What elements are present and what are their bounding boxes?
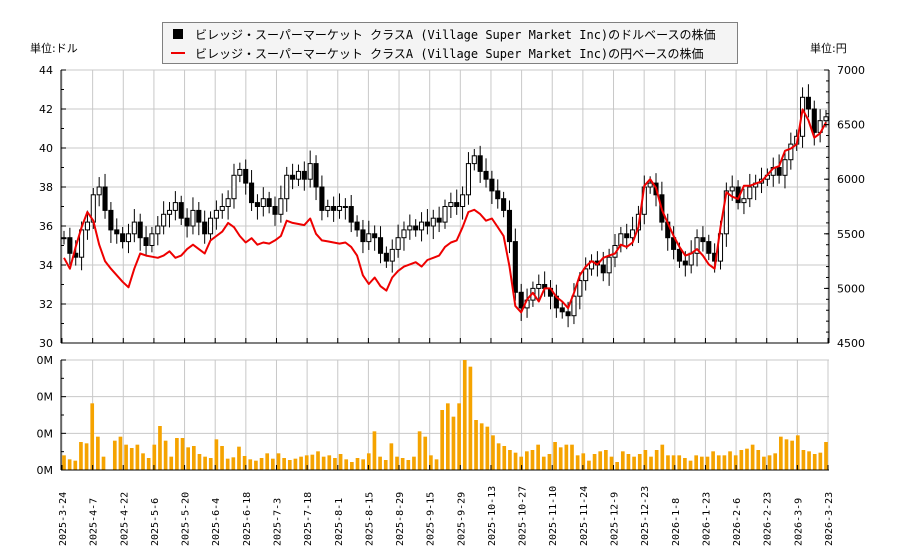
volume-axis-tick: 0M [37, 354, 54, 367]
x-tick-label: 2025-8-1 [334, 498, 345, 546]
jpy-price-line [63, 108, 827, 314]
x-tick-label: 2025-8-29 [395, 492, 406, 546]
right-axis-tick: 7000 [837, 64, 865, 77]
x-tick-label: 2025-4-22 [119, 492, 130, 546]
axis-labels: 2025-3-24 2025-4-7 2025-4-22 2025-5-6 2025-5… [37, 64, 866, 546]
left-axis-tick: 36 [39, 220, 53, 233]
left-axis-tick: 38 [39, 181, 53, 194]
x-tick-label: 2025-10-13 [487, 486, 498, 546]
right-axis-unit: 単位:円 [810, 42, 847, 55]
x-tick-label: 2026-3-9 [793, 498, 804, 546]
right-axis-tick: 5000 [837, 282, 865, 295]
legend-usd-label: ビレッジ・スーパーマーケット クラスA (Village Super Marke… [195, 27, 716, 42]
right-axis-tick: 6000 [837, 173, 865, 186]
usd-candles [61, 84, 829, 328]
x-tick-label: 2025-4-7 [89, 498, 100, 546]
left-axis-tick: 32 [39, 298, 53, 311]
x-tick-label: 2025-5-20 [181, 492, 192, 546]
x-tick-label: 2025-9-29 [456, 492, 467, 546]
right-axis-tick: 5500 [837, 228, 865, 241]
x-tick-label: 2025-7-18 [303, 492, 314, 546]
legend-item-usd: ビレッジ・スーパーマーケット クラスA (Village Super Marke… [171, 25, 716, 43]
volume-bars [62, 360, 828, 470]
x-tick-label: 2025-7-3 [272, 498, 283, 546]
left-axis-tick: 44 [39, 64, 53, 77]
volume-axis-tick: 0M [37, 427, 54, 440]
x-tick-label: 2026-2-23 [763, 492, 774, 546]
left-axis-tick: 34 [39, 259, 53, 272]
x-tick-label: 2026-3-23 [824, 492, 835, 546]
axes [60, 69, 830, 471]
x-tick-label: 2025-11-10 [548, 486, 559, 546]
legend-jpy-label: ビレッジ・スーパーマーケット クラスA (Village Super Marke… [195, 46, 704, 61]
legend: ビレッジ・スーパーマーケット クラスA (Village Super Marke… [162, 22, 738, 64]
usd-swatch-icon [173, 29, 183, 39]
x-tick-label: 2026-1-23 [701, 492, 712, 546]
x-tick-label: 2025-10-27 [518, 486, 529, 546]
right-axis-tick: 4500 [837, 337, 865, 350]
x-tick-label: 2025-6-4 [211, 498, 222, 546]
right-axis-tick: 6500 [837, 119, 865, 132]
x-tick-label: 2025-11-24 [579, 486, 590, 546]
x-tick-label: 2025-12-9 [610, 492, 621, 546]
volume-axis-tick: 0M [37, 391, 54, 404]
x-tick-label: 2025-3-24 [58, 492, 69, 546]
legend-item-jpy: ビレッジ・スーパーマーケット クラスA (Village Super Marke… [171, 44, 704, 62]
x-tick-label: 2025-9-15 [426, 492, 437, 546]
x-tick-label: 2026-1-8 [671, 498, 682, 546]
jpy-swatch-icon [171, 52, 185, 54]
left-axis-tick: 30 [39, 337, 53, 350]
left-axis-tick: 40 [39, 142, 53, 155]
volume-axis-tick: 0M [37, 464, 54, 477]
x-tick-label: 2025-8-15 [364, 492, 375, 546]
x-tick-label: 2025-5-6 [150, 498, 161, 546]
x-tick-label: 2026-2-6 [732, 498, 743, 546]
grid-lines [61, 69, 829, 470]
x-tick-label: 2025-12-23 [640, 486, 651, 546]
left-axis-tick: 42 [39, 103, 53, 116]
left-axis-unit: 単位:ドル [30, 42, 78, 55]
x-tick-label: 2025-6-18 [242, 492, 253, 546]
